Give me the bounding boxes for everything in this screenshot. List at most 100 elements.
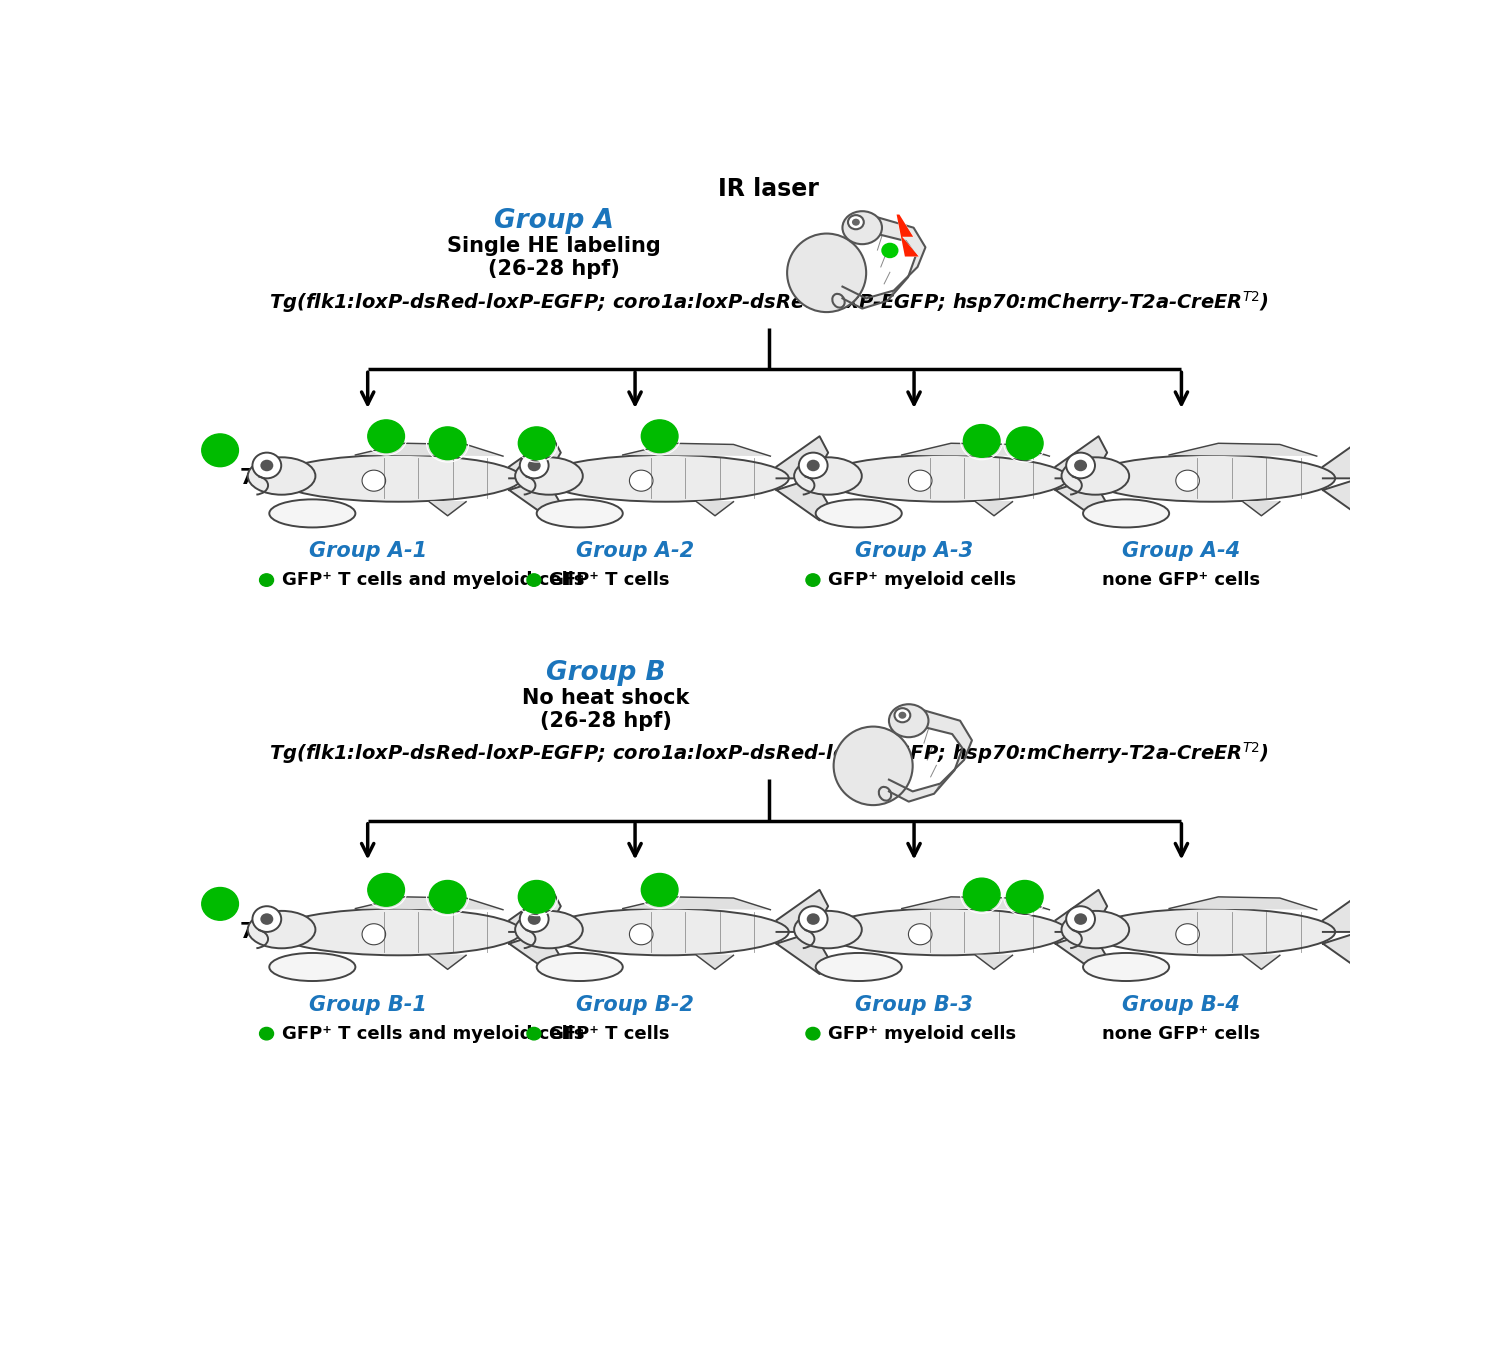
Polygon shape: [975, 956, 1012, 969]
Polygon shape: [1168, 443, 1317, 456]
Polygon shape: [696, 501, 734, 516]
Circle shape: [526, 1027, 542, 1039]
Circle shape: [520, 906, 549, 931]
Circle shape: [362, 923, 386, 945]
Text: none GFP⁺ cells: none GFP⁺ cells: [1102, 572, 1260, 589]
Polygon shape: [902, 443, 1050, 456]
Circle shape: [898, 712, 906, 718]
Polygon shape: [777, 479, 828, 520]
Text: GFP⁺ myeloid cells: GFP⁺ myeloid cells: [828, 572, 1016, 589]
Polygon shape: [777, 931, 828, 975]
Ellipse shape: [537, 499, 622, 527]
Polygon shape: [429, 956, 466, 969]
Circle shape: [642, 874, 678, 906]
Text: Group B-3: Group B-3: [855, 995, 974, 1015]
Circle shape: [528, 914, 540, 925]
Polygon shape: [622, 443, 771, 456]
Circle shape: [526, 574, 542, 586]
Polygon shape: [1056, 437, 1107, 479]
Circle shape: [1176, 470, 1200, 491]
Text: GFP⁺ T cells and myeloid cells: GFP⁺ T cells and myeloid cells: [282, 1024, 584, 1042]
Polygon shape: [1056, 931, 1107, 975]
Text: IR laser: IR laser: [718, 178, 819, 201]
Text: 7 dpf: 7 dpf: [240, 922, 300, 942]
Ellipse shape: [276, 456, 522, 501]
Circle shape: [260, 1027, 273, 1039]
Ellipse shape: [822, 456, 1068, 501]
Circle shape: [261, 914, 273, 925]
Polygon shape: [902, 896, 1050, 910]
Polygon shape: [1056, 890, 1107, 931]
Circle shape: [909, 923, 932, 945]
Ellipse shape: [248, 911, 315, 948]
Circle shape: [800, 906, 828, 931]
Text: Single HE labeling: Single HE labeling: [447, 236, 660, 256]
Polygon shape: [1244, 501, 1280, 516]
Circle shape: [1074, 914, 1088, 925]
Circle shape: [252, 906, 280, 931]
Circle shape: [368, 874, 405, 906]
Ellipse shape: [537, 953, 622, 981]
Circle shape: [630, 470, 652, 491]
Ellipse shape: [833, 294, 844, 307]
Polygon shape: [777, 890, 828, 931]
Circle shape: [1066, 453, 1095, 479]
Text: Group B: Group B: [546, 661, 666, 686]
Polygon shape: [1323, 931, 1374, 975]
Text: GFP⁺ T cells: GFP⁺ T cells: [549, 1024, 669, 1042]
Text: GFP⁺ myeloid cells: GFP⁺ myeloid cells: [828, 1024, 1016, 1042]
Circle shape: [963, 878, 1000, 911]
Polygon shape: [1323, 437, 1374, 479]
Polygon shape: [1168, 896, 1317, 910]
Circle shape: [1007, 427, 1042, 460]
Circle shape: [894, 708, 910, 723]
Polygon shape: [356, 896, 503, 910]
Ellipse shape: [543, 909, 789, 956]
Circle shape: [852, 218, 859, 225]
Text: (26-28 hpf): (26-28 hpf): [540, 710, 672, 731]
Ellipse shape: [816, 499, 902, 527]
Text: Group B-1: Group B-1: [309, 995, 426, 1015]
Circle shape: [368, 419, 405, 453]
Polygon shape: [509, 437, 561, 479]
Text: Group A-4: Group A-4: [1122, 541, 1240, 561]
Text: GFP⁺ T cells and myeloid cells: GFP⁺ T cells and myeloid cells: [282, 572, 584, 589]
Circle shape: [429, 427, 466, 460]
Text: Group B-2: Group B-2: [576, 995, 694, 1015]
Circle shape: [260, 574, 273, 586]
Polygon shape: [1056, 479, 1107, 520]
Ellipse shape: [794, 911, 862, 948]
Circle shape: [800, 453, 828, 479]
Ellipse shape: [788, 233, 865, 313]
Text: Tg(flk1:loxP-dsRed-loxP-EGFP; coro1a:loxP-dsRed-loxP-EGFP; hsp70:mCherry-T2a-Cre: Tg(flk1:loxP-dsRed-loxP-EGFP; coro1a:lox…: [268, 740, 1269, 767]
Ellipse shape: [1083, 953, 1168, 981]
Ellipse shape: [276, 909, 522, 956]
Ellipse shape: [270, 953, 356, 981]
Polygon shape: [890, 710, 972, 802]
Ellipse shape: [794, 457, 862, 495]
Polygon shape: [975, 501, 1012, 516]
Ellipse shape: [1089, 456, 1335, 501]
Circle shape: [963, 425, 1000, 457]
Circle shape: [807, 914, 819, 925]
Circle shape: [806, 574, 820, 586]
Text: Group A: Group A: [494, 209, 614, 235]
Circle shape: [1066, 906, 1095, 931]
Circle shape: [429, 880, 466, 913]
Polygon shape: [1323, 890, 1374, 931]
Circle shape: [252, 453, 280, 479]
Polygon shape: [696, 956, 734, 969]
Polygon shape: [356, 443, 503, 456]
Polygon shape: [843, 217, 926, 309]
Circle shape: [806, 1027, 820, 1039]
Ellipse shape: [514, 911, 584, 948]
Ellipse shape: [1062, 457, 1130, 495]
Circle shape: [202, 434, 238, 466]
Ellipse shape: [270, 499, 356, 527]
Polygon shape: [1244, 956, 1280, 969]
Circle shape: [630, 923, 652, 945]
Text: Group A-2: Group A-2: [576, 541, 694, 561]
Circle shape: [1007, 880, 1042, 913]
Text: Tg(flk1:loxP-dsRed-loxP-EGFP; coro1a:loxP-dsRed-loxP-EGFP; hsp70:mCherry-T2a-Cre: Tg(flk1:loxP-dsRed-loxP-EGFP; coro1a:lox…: [268, 288, 1269, 315]
Circle shape: [807, 460, 819, 472]
